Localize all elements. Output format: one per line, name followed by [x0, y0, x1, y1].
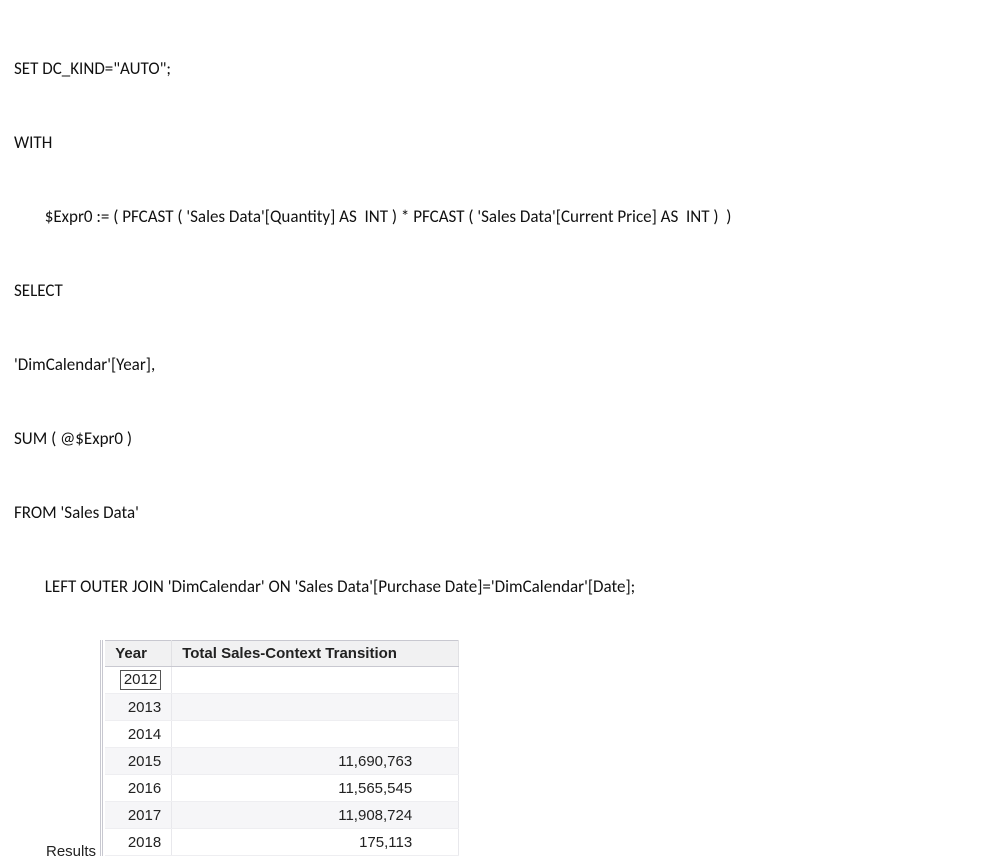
- table-row[interactable]: 2016 11,565,545: [105, 775, 459, 802]
- cell-year[interactable]: 2018: [105, 829, 172, 856]
- code-line: 'DimCalendar'[Year],: [14, 353, 972, 378]
- cell-value[interactable]: 11,908,724: [172, 802, 459, 829]
- cell-value[interactable]: 11,690,763: [172, 748, 459, 775]
- column-header-year[interactable]: Year: [105, 641, 172, 667]
- selected-cell-indicator: 2012: [120, 670, 161, 690]
- code-line: $Expr0 := ( PFCAST ( 'Sales Data'[Quanti…: [14, 205, 972, 230]
- code-line: LEFT OUTER JOIN 'DimCalendar' ON 'Sales …: [14, 575, 972, 600]
- cell-value[interactable]: [172, 694, 459, 721]
- table-row[interactable]: 2018 175,113: [105, 829, 459, 856]
- table-row[interactable]: 2017 11,908,724: [105, 802, 459, 829]
- results-panel: Results Year Total Sales-Context Transit…: [44, 640, 986, 866]
- cell-year[interactable]: 2016: [105, 775, 172, 802]
- cell-value[interactable]: 175,113: [172, 829, 459, 856]
- code-line: SUM ( @$Expr0 ): [14, 427, 972, 452]
- table-row[interactable]: 2015 11,690,763: [105, 748, 459, 775]
- cell-year[interactable]: 2017: [105, 802, 172, 829]
- table-row[interactable]: 2014: [105, 721, 459, 748]
- query-code-block: SET DC_KIND="AUTO"; WITH $Expr0 := ( PFC…: [0, 0, 986, 628]
- code-line: SET DC_KIND="AUTO";: [14, 57, 972, 82]
- code-line: WITH: [14, 131, 972, 156]
- code-line: FROM 'Sales Data': [14, 501, 972, 526]
- column-header-total[interactable]: Total Sales-Context Transition: [172, 641, 459, 667]
- table-header-row: Year Total Sales-Context Transition: [105, 641, 459, 667]
- table-row[interactable]: 2013: [105, 694, 459, 721]
- cell-value[interactable]: [172, 721, 459, 748]
- code-line: SELECT: [14, 279, 972, 304]
- cell-year[interactable]: 2012: [105, 667, 172, 694]
- cell-value[interactable]: [172, 667, 459, 694]
- results-grid-border: Year Total Sales-Context Transition 2012…: [100, 640, 459, 856]
- table-row[interactable]: 2012: [105, 667, 459, 694]
- cell-year[interactable]: 2013: [105, 694, 172, 721]
- cell-value[interactable]: 11,565,545: [172, 775, 459, 802]
- results-title: Results: [46, 843, 96, 860]
- cell-year[interactable]: 2015: [105, 748, 172, 775]
- cell-year[interactable]: 2014: [105, 721, 172, 748]
- results-table[interactable]: Year Total Sales-Context Transition 2012…: [105, 640, 459, 856]
